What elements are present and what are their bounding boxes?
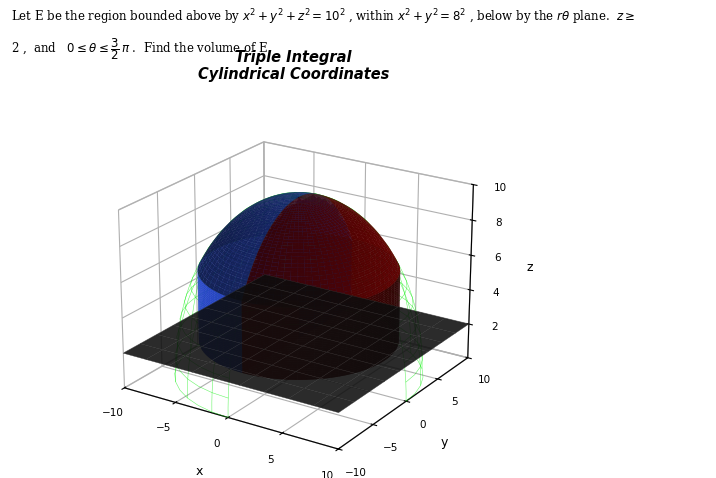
Text: Let E be the region bounded above by $x^2 + y^2 + z^2 = 10^2$ , within $x^2 + y^: Let E be the region bounded above by $x^… — [11, 7, 635, 27]
Y-axis label: y: y — [441, 436, 448, 449]
Text: 2 ,  and   $0 \leq \theta \leq \dfrac{3}{2}\,\pi$ .  Find the volume of E.: 2 , and $0 \leq \theta \leq \dfrac{3}{2}… — [11, 36, 272, 62]
X-axis label: x: x — [195, 465, 203, 478]
Title: Triple Integral
Cylindrical Coordinates: Triple Integral Cylindrical Coordinates — [198, 50, 390, 82]
